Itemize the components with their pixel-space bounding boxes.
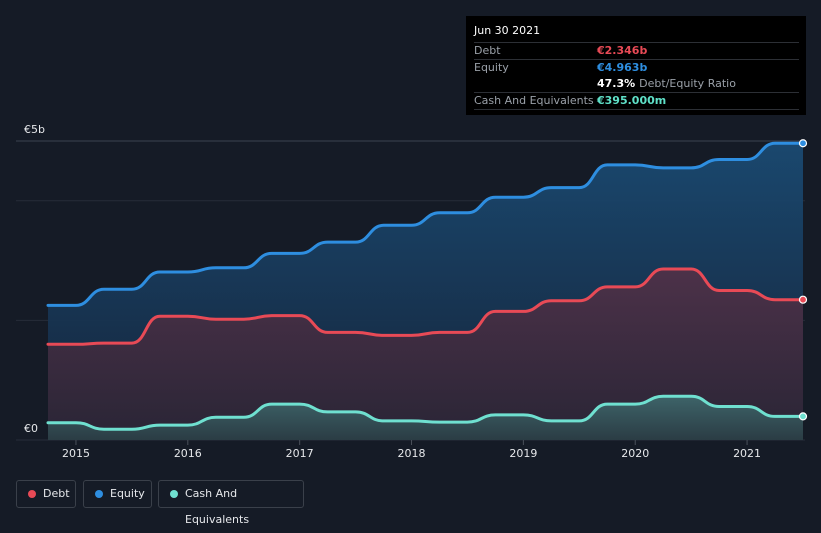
tooltip-equity-value: €4.963b: [597, 61, 648, 74]
tooltip-row-debt: Debt €2.346b: [474, 43, 799, 60]
equity-endpoint: [798, 139, 808, 148]
legend-dot-cash: [170, 490, 178, 498]
tooltip-debt-value: €2.346b: [597, 44, 648, 57]
legend-item-debt[interactable]: Debt: [16, 480, 76, 508]
tooltip-cash-value: €395.000m: [597, 94, 667, 107]
legend-dot-equity: [95, 490, 103, 498]
tooltip-ratio-value: 47.3%: [597, 77, 636, 90]
tooltip-row-equity: Equity €4.963b: [474, 60, 799, 76]
legend-label-debt: Debt: [43, 487, 70, 500]
legend-label-equity: Equity: [110, 487, 145, 500]
equity-line: [46, 141, 805, 307]
cash-line: [46, 394, 805, 431]
tooltip-date: Jun 30 2021: [474, 22, 799, 43]
y-tick-label-bottom: €0: [24, 422, 38, 435]
tooltip-row-cash: Cash And Equivalents €395.000m: [474, 93, 799, 110]
legend-dot-debt: [28, 490, 36, 498]
cash-endpoint: [798, 412, 808, 421]
tooltip-row-ratio: 47.3% Debt/Equity Ratio: [474, 76, 799, 93]
x-tick-label: 2021: [733, 447, 761, 460]
tooltip: Jun 30 2021 Debt €2.346b Equity €4.963b …: [466, 16, 806, 115]
tooltip-ratio-label: Debt/Equity Ratio: [639, 77, 736, 90]
x-tick-label: 2015: [62, 447, 90, 460]
cash-area: [48, 396, 803, 440]
legend-item-cash[interactable]: Cash And Equivalents: [158, 480, 304, 526]
debt-area: [48, 269, 803, 440]
x-tick-label: 2020: [621, 447, 649, 460]
tooltip-ratio: 47.3% Debt/Equity Ratio: [597, 76, 736, 92]
tooltip-equity-label: Equity: [474, 61, 509, 74]
y-tick-label-top: €5b: [24, 123, 45, 136]
x-tick-label: 2016: [174, 447, 202, 460]
tooltip-debt-label: Debt: [474, 44, 501, 57]
tooltip-cash-label: Cash And Equivalents: [474, 94, 594, 107]
x-tick-label: 2018: [398, 447, 426, 460]
legend-label-cash: Cash And Equivalents: [185, 487, 250, 526]
legend-item-equity[interactable]: Equity: [83, 480, 152, 508]
x-tick-label: 2017: [286, 447, 314, 460]
debt-line: [46, 267, 805, 346]
x-tick-label: 2019: [509, 447, 537, 460]
debt-endpoint: [798, 295, 808, 304]
